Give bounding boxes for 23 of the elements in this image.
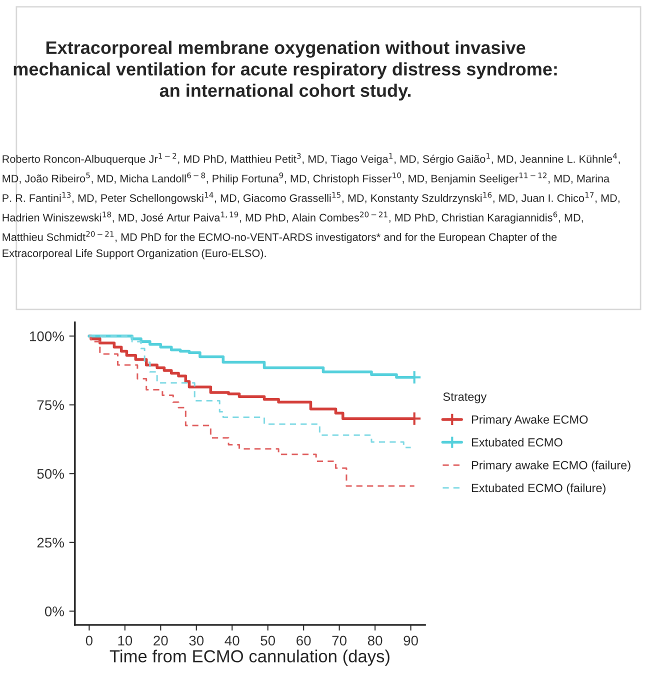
x-tick-label: 90 [404,636,418,646]
x-tick-label: 60 [296,636,311,646]
x-tick-label: 80 [368,636,382,646]
y-tick-label: 75% [37,400,64,410]
x-tick-label: 0 [86,636,93,646]
x-tick-label: 50 [260,636,276,646]
x-tick-label: 20 [154,636,168,646]
x-tick-label: 70 [332,636,346,646]
x-tick-label: 30 [189,636,204,646]
y-tick-label: 0% [44,606,64,616]
legend-label: Extubated ECMO (failure) [472,483,606,494]
y-tick-label: 100% [30,331,64,342]
text: Roberto Roncon-Albuquerque Jr$^{1−2}$, MD PhD, Matthieu Petit$^{3}$, MD, Tiago Veiga$^{1}$, MD, Sérgio Gaião$^{1}$, MD, Jeannine L. Kühnle$^{4}$, MD, João Ribeiro$^{5}$, MD, Micha Landoll$^{6−8}$, Philip Fortuna$^{9}$, MD, Christoph Fisser$^{10}$, MD, Benjamin Seeliger$^{11−12}$, MD, Marina P. R. Fantini$^{13}$, MD, Peter Schellongowski$^{14}$, MD, Giacomo Grasselli$^{15}$, MD, Konstanty Szuldrzynski$^{16}$, MD, Juan I. Chico$^{17}$, MD, Hadrien Winiszewski$^{18}$, MD, José Artur Paiva$^{1,19}$, MD PhD, Alain Combes$^{20−21}$, MD PhD, Christian Karagiannidis$^{6}$, MD, Matthieu Schmidt$^{20−21}$, MD PhD for the ECMO-no-VENT-ARDS investigators* and for the European Chapter of the Extracorporeal Life Support Organization (Euro-ELSO). [2,153,620,260]
legend-label: Primary awake ECMO (failure) [472,460,630,472]
x-tick-label: 10 [118,636,132,646]
x-axis-title: Time from ECMO cannulation (days) [110,650,390,666]
legend-title: Strategy [443,392,487,404]
y-tick-label: 25% [37,538,64,548]
legend-label: Primary Awake ECMO [472,415,588,426]
legend-label: Extubated ECMO [472,438,562,447]
y-tick-label: 50% [37,468,64,479]
x-tick-label: 40 [224,636,240,646]
chart-title: Extracorporeal membrane oxygenation without invasive mechanical ventilation for acute respiratory distress syndrome: an international cohort study. [14,40,557,101]
